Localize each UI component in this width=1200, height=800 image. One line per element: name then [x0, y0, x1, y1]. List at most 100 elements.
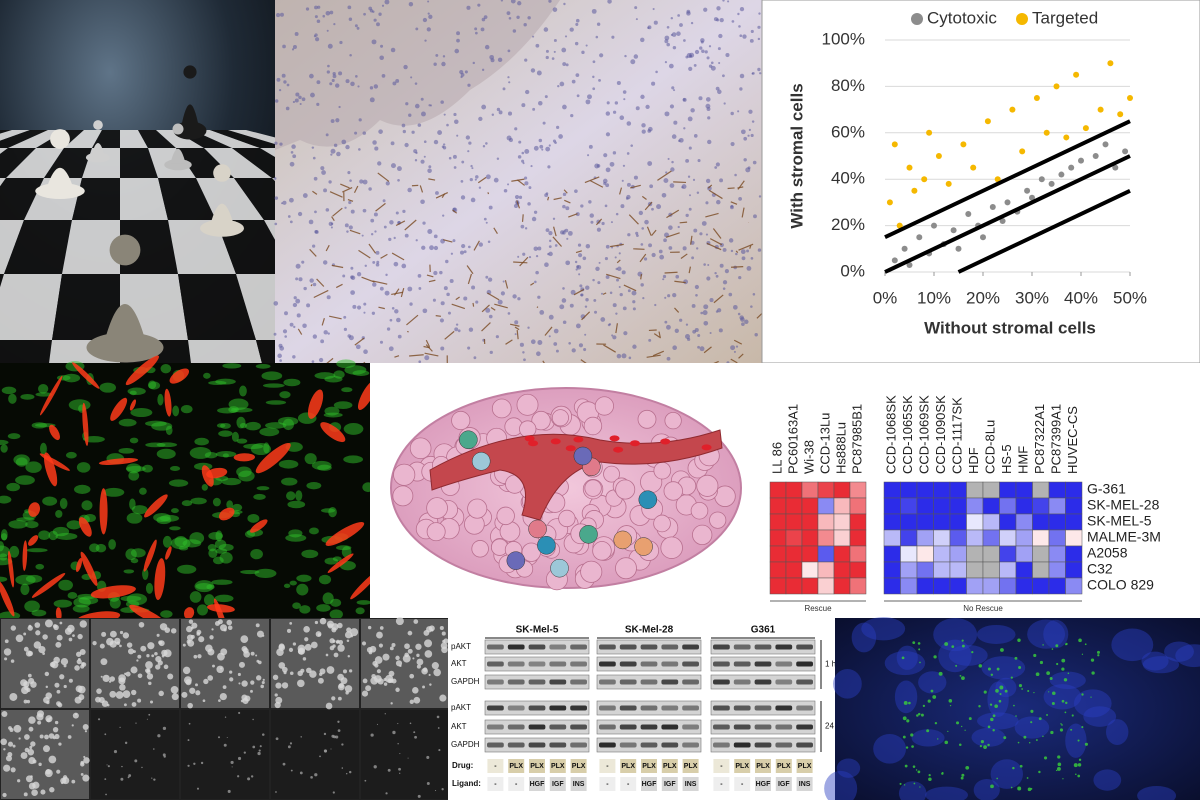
nucleus — [350, 209, 355, 214]
column-label: HS-5 — [999, 444, 1014, 474]
nucleus — [314, 33, 318, 37]
cell-speck — [314, 620, 319, 625]
tumor-cell — [451, 410, 471, 431]
group-label: No Rescue — [963, 604, 1003, 613]
green-speck — [971, 651, 974, 654]
green-cell — [217, 407, 238, 414]
green-speck — [1070, 728, 1073, 731]
nucleus — [595, 35, 599, 39]
nucleus — [748, 109, 753, 114]
nucleus — [517, 1, 522, 6]
green-speck — [944, 740, 949, 745]
nucleus — [330, 222, 334, 226]
cell-speck — [256, 675, 262, 681]
nucleus — [292, 44, 297, 50]
cell-speck — [104, 778, 107, 781]
cell-speck — [290, 769, 293, 772]
cell-speck — [107, 765, 110, 768]
nucleus — [338, 105, 341, 109]
green-cell — [76, 462, 91, 473]
nucleus — [730, 205, 734, 210]
cell-speck — [170, 685, 179, 694]
nucleus — [478, 242, 483, 247]
cell-speck — [5, 755, 13, 762]
tumor-cell — [516, 393, 539, 416]
cell-speck — [150, 700, 154, 704]
green-speck — [1057, 755, 1061, 759]
heatmap: LL 86 PC60163A1 Wi-38 CCD-13Lu Hs888Lu PC8798… — [762, 363, 1200, 618]
cell-speck — [83, 755, 86, 758]
blot-band — [640, 724, 658, 730]
tumor-cell — [496, 506, 515, 526]
heatmap-cell — [933, 513, 951, 531]
scatter-point — [1029, 194, 1035, 201]
cell-speck — [62, 775, 68, 780]
blot-band — [796, 644, 813, 650]
stain-fiber — [653, 333, 661, 338]
nucleus — [556, 125, 560, 129]
ligand-chip — [775, 777, 792, 791]
heatmap-cell — [949, 561, 967, 579]
green-cell — [336, 545, 352, 551]
nucleus-blob — [1043, 619, 1069, 649]
cell-speck — [361, 690, 369, 697]
heatmap-cell — [1015, 577, 1033, 595]
cell-speck — [341, 767, 344, 769]
nucleus — [347, 5, 352, 10]
blood-vessel — [429, 429, 723, 521]
nucleus — [564, 35, 568, 38]
green-cell — [329, 609, 343, 620]
cell-speck — [182, 643, 186, 647]
nucleus — [413, 149, 418, 154]
nucleus — [423, 140, 427, 143]
blot-band — [733, 742, 751, 748]
nucleus — [523, 358, 526, 362]
nucleus — [671, 86, 675, 90]
heatmap-cell — [966, 481, 984, 499]
nucleus — [356, 272, 362, 277]
nucleus — [391, 306, 395, 310]
cell-speck — [415, 643, 422, 650]
row-label: SK-MEL-5 — [1087, 513, 1152, 529]
nucleus — [428, 14, 433, 19]
nucleus — [452, 154, 457, 159]
green-speck — [1075, 773, 1077, 776]
scatter-point — [1112, 164, 1119, 171]
heatmap-cell — [817, 481, 835, 499]
green-cell — [120, 595, 142, 602]
green-speck — [983, 745, 987, 749]
green-cell — [320, 508, 336, 513]
heatmap-cell — [949, 481, 967, 499]
nucleus — [688, 146, 692, 150]
nucleus — [497, 299, 503, 305]
cell-speck — [148, 713, 151, 716]
green-speck — [951, 645, 955, 649]
nucleus — [424, 39, 427, 42]
red-cell — [143, 539, 157, 572]
cell-speck — [23, 699, 28, 704]
scatter-point — [1102, 141, 1109, 148]
nucleus — [450, 252, 454, 255]
ligand-chip — [570, 777, 587, 791]
chess-piece — [50, 129, 70, 149]
cell-speck — [20, 679, 28, 687]
green-cell — [341, 387, 353, 393]
blot-band — [661, 705, 679, 711]
nucleus — [635, 234, 639, 237]
nucleus — [567, 230, 573, 236]
nucleus — [491, 113, 495, 116]
cell-speck — [28, 726, 34, 732]
chess-square — [0, 178, 6, 187]
nucleus — [640, 94, 645, 100]
heatmap-cell — [785, 513, 803, 531]
tumor-cell — [471, 540, 489, 558]
blot-band — [682, 661, 699, 667]
nucleus — [281, 73, 286, 78]
cell-speck — [346, 639, 350, 643]
nucleus — [341, 139, 347, 145]
nucleus — [390, 163, 396, 169]
nucleus — [437, 130, 443, 136]
green-cell — [203, 372, 211, 379]
nucleus — [508, 17, 512, 20]
green-cell — [160, 610, 173, 618]
